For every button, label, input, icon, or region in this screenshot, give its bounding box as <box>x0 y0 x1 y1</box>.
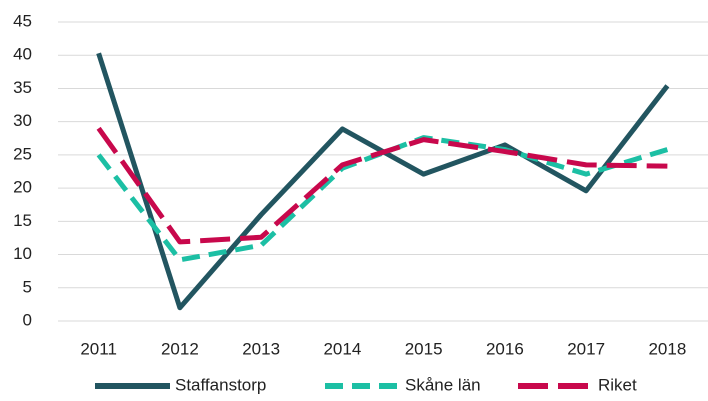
series-line <box>96 126 668 245</box>
y-tick-label: 10 <box>13 244 32 263</box>
x-tick-label: 2013 <box>242 339 280 358</box>
y-tick-label: 15 <box>13 211 32 230</box>
x-tick-label: 2015 <box>405 339 443 358</box>
x-tick-label: 2011 <box>80 339 117 358</box>
x-tick-label: 2012 <box>161 339 199 358</box>
y-tick-label: 40 <box>13 45 32 64</box>
legend-label: Staffanstorp <box>175 375 266 394</box>
legend-label: Skåne län <box>405 375 481 394</box>
y-tick-label: 35 <box>13 78 32 97</box>
y-tick-label: 45 <box>13 11 32 30</box>
y-tick-label: 25 <box>13 144 32 163</box>
y-tick-label: 0 <box>23 310 32 329</box>
series-line <box>96 52 670 311</box>
x-tick-label: 2017 <box>567 339 605 358</box>
x-tick-label: 2018 <box>648 339 686 358</box>
x-tick-label: 2014 <box>323 339 361 358</box>
y-tick-label: 5 <box>23 277 32 296</box>
y-tick-label: 30 <box>13 111 32 130</box>
legend-label: Riket <box>598 375 637 394</box>
series-line <box>96 135 669 263</box>
y-tick-label: 20 <box>13 178 32 197</box>
x-tick-label: 2016 <box>486 339 524 358</box>
